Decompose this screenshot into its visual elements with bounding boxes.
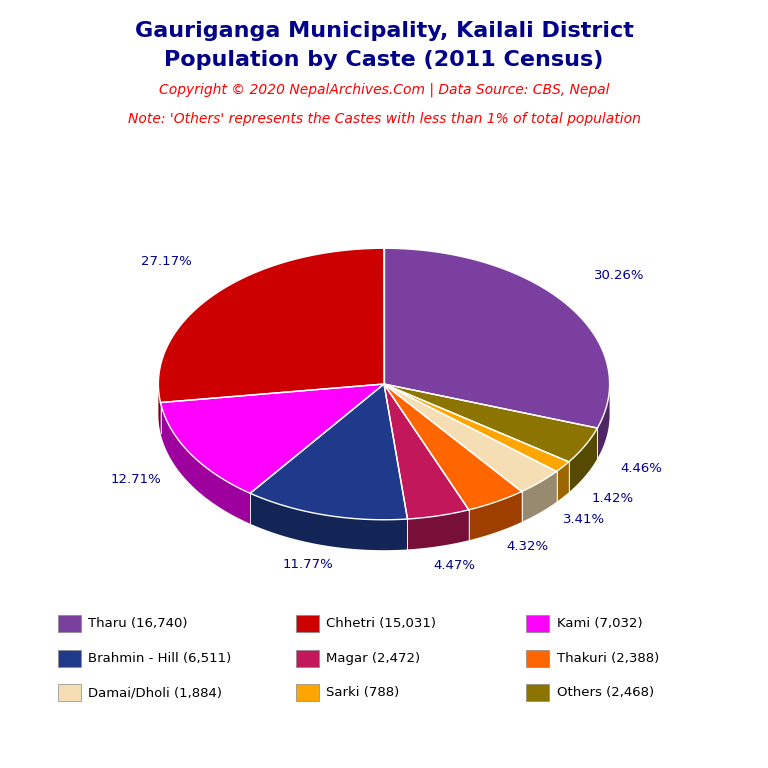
- Polygon shape: [598, 386, 610, 458]
- Text: 12.71%: 12.71%: [111, 473, 161, 486]
- Text: Others (2,468): Others (2,468): [557, 687, 654, 699]
- Text: 4.46%: 4.46%: [621, 462, 662, 475]
- Text: Copyright © 2020 NepalArchives.Com | Data Source: CBS, Nepal: Copyright © 2020 NepalArchives.Com | Dat…: [159, 83, 609, 97]
- Polygon shape: [384, 384, 557, 492]
- Polygon shape: [408, 510, 468, 549]
- Polygon shape: [384, 384, 569, 472]
- Polygon shape: [521, 472, 557, 522]
- Text: Tharu (16,740): Tharu (16,740): [88, 617, 188, 630]
- Text: Sarki (788): Sarki (788): [326, 687, 399, 699]
- Polygon shape: [384, 384, 598, 462]
- Polygon shape: [569, 428, 598, 492]
- Text: Kami (7,032): Kami (7,032): [557, 617, 642, 630]
- Text: Brahmin - Hill (6,511): Brahmin - Hill (6,511): [88, 652, 232, 664]
- Text: 3.41%: 3.41%: [563, 513, 604, 526]
- Text: Damai/Dholi (1,884): Damai/Dholi (1,884): [88, 687, 222, 699]
- Text: Chhetri (15,031): Chhetri (15,031): [326, 617, 436, 630]
- Polygon shape: [158, 248, 384, 402]
- Polygon shape: [161, 384, 384, 493]
- Text: Gauriganga Municipality, Kailali District: Gauriganga Municipality, Kailali Distric…: [134, 21, 634, 41]
- Text: Magar (2,472): Magar (2,472): [326, 652, 421, 664]
- Text: 4.47%: 4.47%: [433, 559, 475, 572]
- Polygon shape: [161, 402, 250, 524]
- Polygon shape: [250, 384, 408, 520]
- Polygon shape: [250, 493, 408, 550]
- Text: Thakuri (2,388): Thakuri (2,388): [557, 652, 659, 664]
- Polygon shape: [384, 384, 521, 510]
- Text: 4.32%: 4.32%: [507, 540, 549, 553]
- Polygon shape: [384, 248, 610, 428]
- Text: 1.42%: 1.42%: [592, 492, 634, 505]
- Text: Population by Caste (2011 Census): Population by Caste (2011 Census): [164, 50, 604, 70]
- Text: Note: 'Others' represents the Castes with less than 1% of total population: Note: 'Others' represents the Castes wit…: [127, 112, 641, 126]
- Polygon shape: [468, 492, 521, 540]
- Polygon shape: [557, 462, 569, 502]
- Text: 27.17%: 27.17%: [141, 254, 192, 267]
- Polygon shape: [158, 385, 161, 433]
- Text: 30.26%: 30.26%: [594, 269, 644, 282]
- Text: 11.77%: 11.77%: [283, 558, 333, 571]
- Polygon shape: [384, 384, 468, 519]
